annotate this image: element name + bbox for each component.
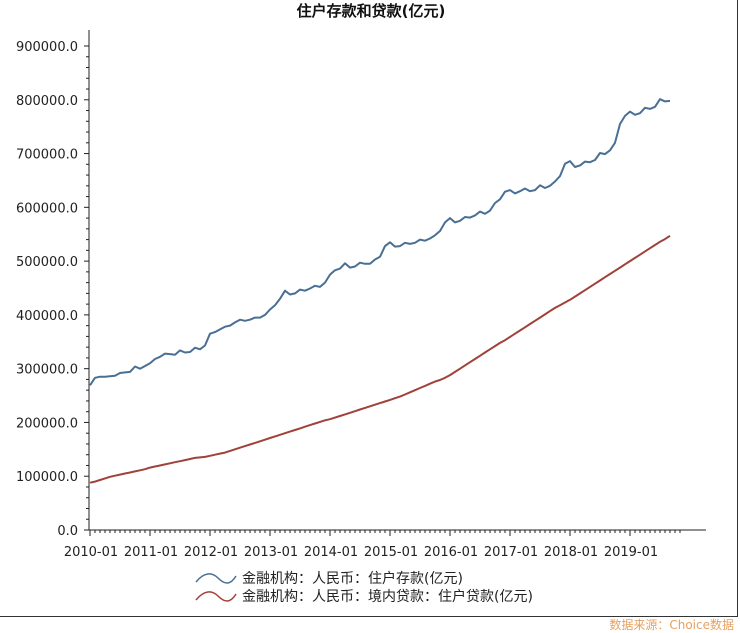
x-tick-label: 2019-01 bbox=[604, 545, 658, 560]
y-tick-label: 200000.0 bbox=[16, 416, 78, 431]
legend-loan-label: 金融机构：人民币：境内贷款：住户贷款(亿元) bbox=[242, 588, 533, 605]
line-chart: 住户存款和贷款(亿元) 0.0 100000.0 200000.0 300000.0 4… bbox=[16, 2, 706, 605]
legend-deposit-label: 金融机构：人民币：住户存款(亿元) bbox=[242, 570, 463, 587]
y-tick-label: 800000.0 bbox=[16, 94, 78, 109]
y-tick-label: 400000.0 bbox=[16, 309, 78, 324]
y-tick-label: 0.0 bbox=[57, 524, 78, 539]
y-tick-label: 600000.0 bbox=[16, 201, 78, 216]
loan-series-line bbox=[89, 234, 671, 484]
deposit-series-line bbox=[89, 98, 671, 386]
y-tick-label: 900000.0 bbox=[16, 40, 78, 55]
chart-title: 住户存款和贷款(亿元) bbox=[297, 2, 446, 20]
x-tick-label: 2014-01 bbox=[304, 545, 358, 560]
y-tick-label: 700000.0 bbox=[16, 148, 78, 163]
x-tick-label: 2012-01 bbox=[184, 545, 238, 560]
legend-loan-icon bbox=[195, 591, 237, 602]
x-tick-label: 2015-01 bbox=[364, 545, 418, 560]
x-tick-label: 2018-01 bbox=[544, 545, 598, 560]
x-tick-label: 2011-01 bbox=[124, 545, 178, 560]
source-note: 数据来源：Choice数据 bbox=[609, 618, 734, 632]
legend-deposit-icon bbox=[195, 573, 237, 584]
x-tick-label: 2010-01 bbox=[64, 545, 118, 560]
x-tick-label: 2017-01 bbox=[484, 545, 538, 560]
axes: 0.0 100000.0 200000.0 300000.0 400000.0 50000… bbox=[16, 30, 706, 560]
series-group bbox=[89, 98, 671, 484]
x-tick-label: 2013-01 bbox=[244, 545, 298, 560]
y-tick-label: 100000.0 bbox=[16, 470, 78, 485]
x-tick-label: 2016-01 bbox=[424, 545, 478, 560]
chart-frame bbox=[0, 0, 738, 617]
legend: 金融机构：人民币：住户存款(亿元)金融机构：人民币：境内贷款：住户贷款(亿元) bbox=[195, 570, 533, 605]
y-tick-label: 500000.0 bbox=[16, 255, 78, 270]
y-tick-label: 300000.0 bbox=[16, 363, 78, 378]
